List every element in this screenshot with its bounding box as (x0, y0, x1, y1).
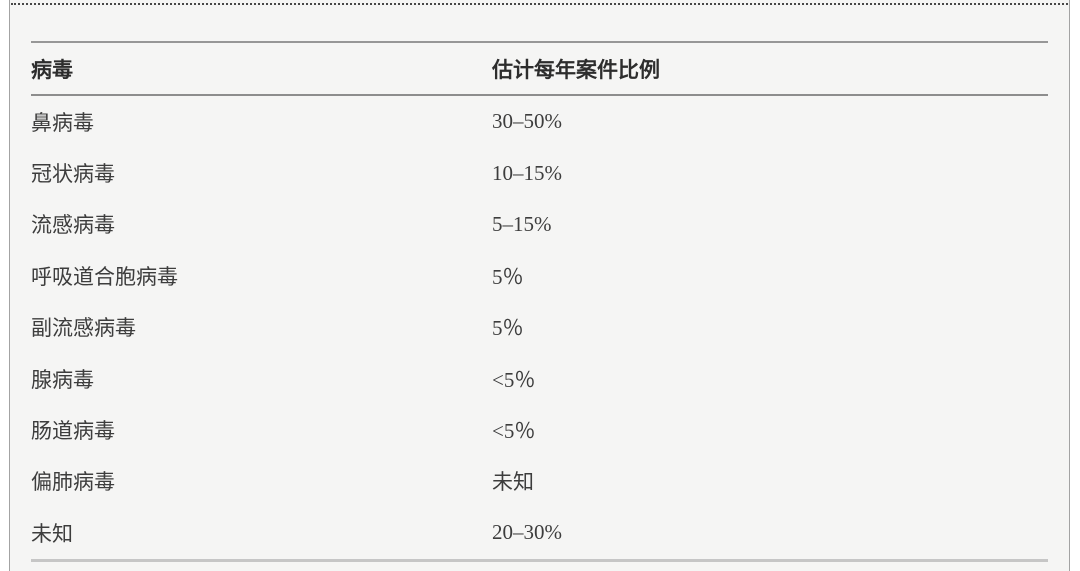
table-row: 呼吸道合胞病毒 5％ (31, 250, 1048, 301)
proportion-cell: 20–30% (492, 520, 562, 545)
column-header-virus: 病毒 (31, 57, 73, 82)
proportion-cell: 未知 (492, 470, 534, 495)
virus-name-cell: 偏肺病毒 (31, 470, 115, 495)
virus-name-cell: 腺病毒 (31, 367, 94, 392)
virus-name-cell: 副流感病毒 (31, 316, 136, 341)
proportion-cell: 10–15% (492, 160, 562, 185)
table-row: 未知 20–30% (31, 507, 1048, 558)
table-row: 肠道病毒 <5％ (31, 404, 1048, 455)
table-row: 腺病毒 <5％ (31, 353, 1048, 404)
virus-name-cell: 流感病毒 (31, 213, 115, 238)
virus-name-cell: 未知 (31, 521, 73, 546)
table-header-row: 病毒 估计每年案件比例 (31, 41, 1048, 96)
virus-name-cell: 肠道病毒 (31, 419, 115, 444)
virus-name-cell: 冠状病毒 (31, 162, 115, 187)
virus-proportion-table: 病毒 估计每年案件比例 鼻病毒 30–50% 冠状病毒 10–15% 流感病毒 … (31, 41, 1048, 562)
proportion-cell: 5％ (492, 316, 524, 341)
proportion-cell: 5–15% (492, 211, 552, 236)
table-row: 流感病毒 5–15% (31, 199, 1048, 250)
proportion-cell: <5％ (492, 367, 536, 392)
table-row: 冠状病毒 10–15% (31, 147, 1048, 198)
table-row: 副流感病毒 5％ (31, 302, 1048, 353)
virus-name-cell: 呼吸道合胞病毒 (31, 264, 178, 289)
proportion-cell: 30–50% (492, 109, 562, 134)
virus-name-cell: 鼻病毒 (31, 110, 94, 135)
table-row: 偏肺病毒 未知 (31, 456, 1048, 507)
proportion-cell: <5％ (492, 419, 536, 444)
table-body: 鼻病毒 30–50% 冠状病毒 10–15% 流感病毒 5–15% 呼吸道合胞病… (31, 96, 1048, 562)
table-row: 鼻病毒 30–50% (31, 96, 1048, 147)
proportion-cell: 5％ (492, 264, 524, 289)
column-header-proportion: 估计每年案件比例 (492, 57, 660, 82)
content-frame: 病毒 估计每年案件比例 鼻病毒 30–50% 冠状病毒 10–15% 流感病毒 … (9, 0, 1070, 571)
top-dotted-divider (11, 3, 1068, 5)
